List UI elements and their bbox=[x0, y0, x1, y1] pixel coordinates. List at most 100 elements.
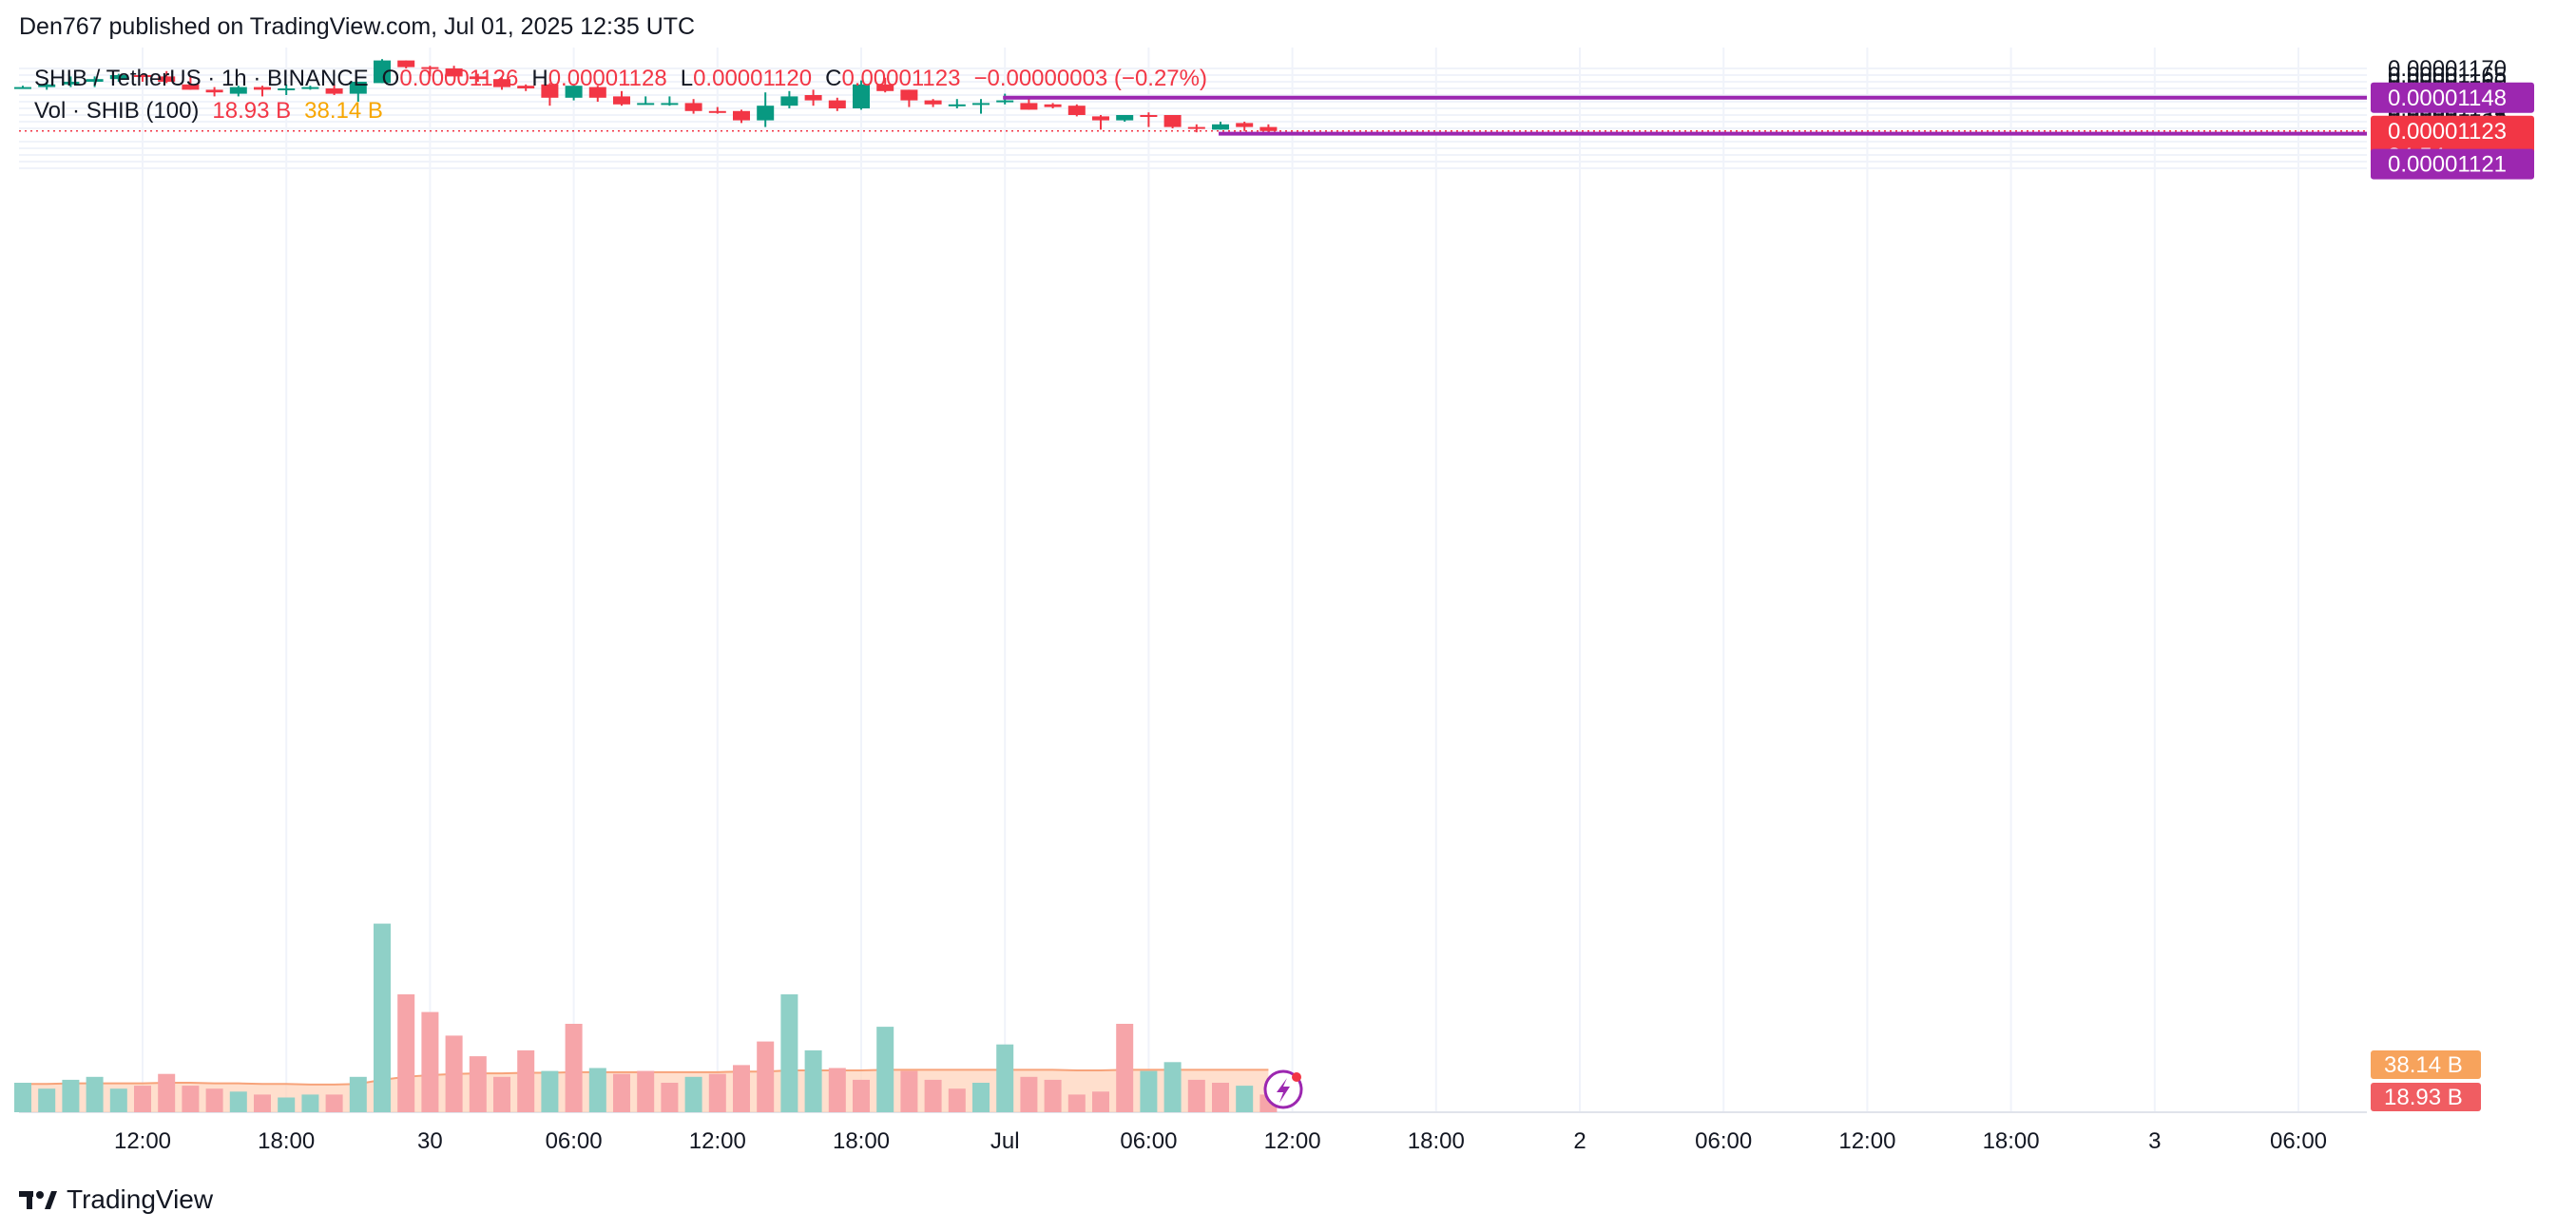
volume-bar bbox=[637, 1070, 655, 1112]
volume-bar bbox=[86, 1076, 104, 1112]
candle-body bbox=[445, 68, 463, 77]
volume-bar bbox=[349, 1076, 367, 1112]
x-tick-label: 2 bbox=[1573, 1128, 1586, 1154]
x-tick-label: 30 bbox=[417, 1128, 443, 1154]
tradingview-logo-icon bbox=[19, 1191, 57, 1209]
support-price-tag bbox=[2371, 148, 2534, 180]
candle-body bbox=[613, 96, 630, 105]
volume-bar bbox=[661, 1083, 679, 1112]
y-tick-label: 0.00001170 bbox=[2388, 56, 2507, 82]
volume-bar bbox=[182, 1086, 200, 1112]
candle-body bbox=[637, 103, 655, 106]
volume-label[interactable]: Vol · SHIB (100) bbox=[34, 98, 200, 124]
volume-bar bbox=[469, 1056, 487, 1112]
volume-bar bbox=[205, 1088, 223, 1112]
x-tick-label: 18:00 bbox=[1983, 1128, 2040, 1154]
candle-body bbox=[278, 88, 296, 90]
brand-logo[interactable]: TradingView bbox=[19, 1184, 213, 1215]
candle-body bbox=[1140, 115, 1158, 117]
grid bbox=[19, 48, 2367, 1113]
volume-ma-tag bbox=[2371, 1050, 2481, 1079]
high-label: H bbox=[531, 66, 548, 91]
x-tick-label: 12:00 bbox=[689, 1128, 746, 1154]
volume-bar bbox=[708, 1073, 726, 1112]
candle-body bbox=[254, 87, 271, 90]
volume-bar bbox=[1067, 1094, 1086, 1112]
volume-bar bbox=[613, 1073, 630, 1112]
volume-bar bbox=[493, 1076, 510, 1112]
volume-ma-tag-text: 38.14 B bbox=[2384, 1052, 2463, 1078]
candle-body bbox=[1212, 124, 1229, 130]
volume-bar bbox=[1163, 1062, 1182, 1112]
volume-bar bbox=[996, 1044, 1014, 1112]
last-price-tag-text: 0.00001123 bbox=[2388, 119, 2507, 144]
volume-bar bbox=[828, 1068, 846, 1112]
candle-body bbox=[62, 82, 80, 85]
candle-body bbox=[924, 100, 942, 105]
x-tick-label: 12:00 bbox=[114, 1128, 171, 1154]
candle-body bbox=[948, 104, 966, 106]
volume-bar bbox=[14, 1083, 31, 1112]
candle-body bbox=[134, 75, 151, 77]
x-tick-label: 06:00 bbox=[2270, 1128, 2327, 1154]
candle-body bbox=[1067, 106, 1086, 115]
candle-body bbox=[1259, 126, 1278, 131]
time-axis[interactable]: 12:00 18:00 30 06:00 12:00 18:00 Jul 06:00 12:00… bbox=[114, 1128, 2327, 1154]
x-tick-label: 06:00 bbox=[1120, 1128, 1177, 1154]
candle-body bbox=[1236, 123, 1254, 127]
candle-body bbox=[1116, 115, 1134, 121]
high-value: 0.00001128 bbox=[548, 66, 667, 91]
candle-body bbox=[325, 88, 343, 94]
price-tags: 0.000011480.0000112324:540.0000112138.14… bbox=[2371, 82, 2534, 1111]
x-tick-label: 18:00 bbox=[258, 1128, 315, 1154]
volume-row: Vol · SHIB (100) 18.93 B 38.14 B bbox=[34, 95, 1207, 127]
candle-body bbox=[972, 103, 990, 106]
support-price-tag-text: 0.00001121 bbox=[2388, 152, 2507, 178]
candle-body bbox=[541, 84, 559, 98]
candle-body bbox=[109, 75, 127, 80]
candle-body bbox=[565, 86, 583, 98]
candle-body bbox=[397, 60, 415, 67]
volume-bar bbox=[757, 1041, 775, 1112]
candle-body bbox=[708, 110, 726, 113]
candle-body bbox=[1044, 104, 1062, 107]
x-tick-label: Jul bbox=[990, 1128, 1020, 1154]
candle-body bbox=[900, 89, 918, 101]
volume-bar bbox=[924, 1079, 942, 1112]
x-tick-label: 12:00 bbox=[1264, 1128, 1321, 1154]
candle-body bbox=[780, 96, 798, 106]
close-label: C bbox=[825, 66, 842, 91]
replay-lightning-icon[interactable] bbox=[1263, 1069, 1303, 1109]
candle-body bbox=[493, 79, 510, 87]
volume-pane bbox=[14, 923, 1278, 1112]
volume-bar bbox=[853, 1079, 870, 1112]
candle-body bbox=[182, 84, 200, 90]
resistance-price-tag-text: 0.00001148 bbox=[2388, 86, 2507, 111]
low-value: 0.00001120 bbox=[693, 66, 813, 91]
candle-body bbox=[996, 100, 1014, 103]
volume-bar bbox=[229, 1091, 247, 1112]
candle-body bbox=[469, 76, 487, 80]
volume-bar bbox=[445, 1035, 463, 1112]
volume-bar bbox=[1020, 1076, 1038, 1112]
volume-value: 18.93 B bbox=[212, 98, 292, 124]
candle-body bbox=[205, 89, 223, 93]
close-value: 0.00001123 bbox=[841, 66, 961, 91]
volume-bar bbox=[1140, 1070, 1158, 1112]
volume-bar bbox=[1044, 1079, 1062, 1112]
volume-bar bbox=[900, 1070, 918, 1112]
volume-bar bbox=[158, 1073, 176, 1112]
volume-bar bbox=[254, 1094, 271, 1112]
candle-body bbox=[301, 87, 319, 89]
volume-bar bbox=[134, 1086, 151, 1112]
volume-bar bbox=[325, 1094, 343, 1112]
volume-tag bbox=[2371, 1083, 2481, 1111]
horizontal-levels[interactable] bbox=[19, 95, 2367, 136]
candle-body bbox=[374, 60, 391, 84]
symbol-label[interactable]: SHIB / TetherUS · 1h · BINANCE bbox=[34, 66, 369, 91]
low-label: L bbox=[680, 66, 694, 91]
volume-bar bbox=[1236, 1086, 1254, 1112]
candle-body bbox=[1163, 115, 1182, 127]
candle-body bbox=[876, 84, 894, 91]
